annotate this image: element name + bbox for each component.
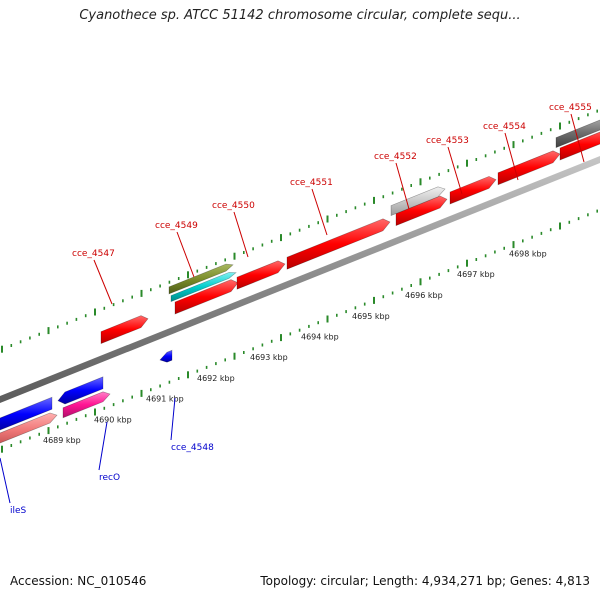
gene-ileS[interactable] <box>0 396 53 431</box>
label-leader <box>395 162 410 210</box>
gene-label[interactable]: ileS <box>10 506 27 516</box>
label-leader <box>447 146 463 195</box>
gene-dark-feature[interactable] <box>555 117 600 149</box>
scale-label: 4697 kbp <box>457 270 495 279</box>
scale-label: 4690 kbp <box>94 415 132 424</box>
label-leader <box>233 211 249 258</box>
gene-gray-feature[interactable] <box>390 186 446 217</box>
gene-label[interactable]: cce_4549 <box>155 221 198 231</box>
scale-label: 4689 kbp <box>43 436 81 445</box>
label-leader <box>570 113 585 163</box>
gene-features <box>0 117 600 447</box>
gene-cyan-feature[interactable] <box>170 272 237 303</box>
label-leader <box>98 421 108 471</box>
label-leader <box>504 132 519 181</box>
gene-olive-feature[interactable] <box>168 263 234 295</box>
gene-pink-feature[interactable] <box>62 391 111 419</box>
gene-label[interactable]: cce_4552 <box>374 152 417 162</box>
gene-label[interactable]: cce_4553 <box>426 136 469 146</box>
gene-recO[interactable] <box>57 376 104 405</box>
gene-cce_4549[interactable] <box>174 279 239 315</box>
gene-cce_4548[interactable] <box>159 349 173 363</box>
label-leader <box>311 188 328 236</box>
scale-label: 4694 kbp <box>301 333 339 342</box>
scale-label: 4698 kbp <box>509 249 547 258</box>
label-leader <box>176 231 195 278</box>
gene-label[interactable]: cce_4547 <box>72 249 115 259</box>
gene-label[interactable]: cce_4551 <box>290 178 333 188</box>
scale-label: 4692 kbp <box>197 374 235 383</box>
gene-label[interactable]: cce_4548 <box>171 443 214 453</box>
scale-label: 4696 kbp <box>405 291 443 300</box>
gene-cce_4553[interactable] <box>449 176 497 205</box>
label-leader <box>170 397 176 441</box>
gene-label[interactable]: cce_4550 <box>212 201 255 211</box>
gene-label[interactable]: cce_4555 <box>549 103 592 113</box>
gene-salmon-feature[interactable] <box>0 412 58 447</box>
tick-rows <box>1 109 599 453</box>
gene-cce_4551[interactable] <box>286 218 391 270</box>
label-leader <box>93 259 113 305</box>
gene-cce_4554[interactable] <box>497 150 561 186</box>
gene-cce_4550[interactable] <box>236 260 286 290</box>
gene-cce_4547[interactable] <box>100 315 149 345</box>
map-title: Cyanothece sp. ATCC 51142 chromosome cir… <box>79 8 521 23</box>
kbp-scale: 4689 kbp 4690 kbp 4691 kbp 4692 kbp 4693 kbp… <box>43 249 547 444</box>
topology-info: Topology: circular; Length: 4,934,271 bp… <box>260 574 590 588</box>
scale-label: 4695 kbp <box>352 312 390 321</box>
gene-labels: cce_4547 cce_4549 cce_4550 cce_4551 cce_4552… <box>0 103 592 516</box>
sequence-backbone <box>0 156 600 403</box>
scale-label: 4693 kbp <box>250 353 288 362</box>
backbone-bar <box>0 156 600 403</box>
scale-label: 4691 kbp <box>146 395 184 404</box>
gene-label[interactable]: recO <box>99 473 120 483</box>
gene-label[interactable]: cce_4554 <box>483 122 526 132</box>
label-leader <box>0 457 11 504</box>
accession-text: Accession: NC_010546 <box>10 574 147 588</box>
